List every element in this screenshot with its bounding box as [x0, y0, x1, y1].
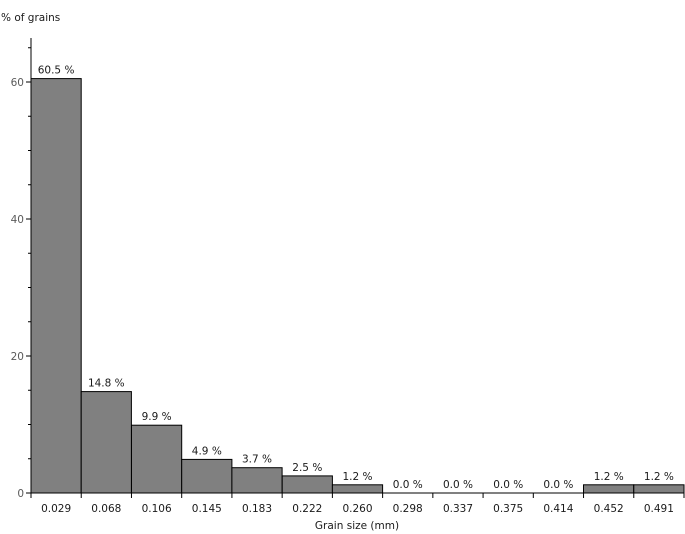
bar-0.260: [331, 484, 384, 494]
x-tick-label: 0.222: [292, 503, 322, 515]
y-axis-title: % of grains: [1, 12, 60, 24]
bar-0.068: [80, 391, 132, 494]
x-tick-label: 0.106: [142, 503, 172, 515]
x-tick-label: 0.298: [393, 503, 423, 515]
data-label: 4.9 %: [192, 445, 222, 457]
data-label: 60.5 %: [38, 65, 75, 77]
bars-group: 60.5 % 14.8 % 9.9 % 4.9 % 3.7 % 2.5 % 1.2 % 0.0…: [30, 65, 685, 494]
data-label: 9.9 %: [142, 411, 172, 423]
bar-0.029: [30, 78, 82, 494]
data-label: 2.5 %: [292, 462, 322, 474]
data-label: 1.2 %: [594, 471, 624, 483]
x-tick-label: 0.183: [242, 503, 272, 515]
bar-0.222: [281, 475, 333, 494]
data-label: 1.2 %: [644, 471, 674, 483]
x-tick-label: 0.337: [443, 503, 473, 515]
data-label: 0.0 %: [443, 479, 473, 491]
y-tick-label: 20: [11, 351, 24, 363]
y-axis: 0 20 40 60: [11, 38, 32, 500]
x-tick-label: 0.068: [91, 503, 121, 515]
bar-0.183: [231, 467, 283, 494]
x-tick-label: 0.145: [192, 503, 222, 515]
data-label: 0.0 %: [543, 479, 573, 491]
x-tick-label: 0.414: [543, 503, 573, 515]
bar-0.145: [181, 458, 233, 494]
x-tick-label: 0.029: [41, 503, 71, 515]
y-tick-label: 40: [11, 214, 24, 226]
x-axis: 0.029 0.068 0.106 0.145 0.183 0.222 0.260 0.298…: [30, 492, 685, 515]
x-axis-title: Grain size (mm): [315, 520, 399, 532]
data-label: 3.7 %: [242, 454, 272, 466]
y-tick-label: 0: [17, 488, 24, 500]
y-tick-label: 60: [11, 77, 24, 89]
bar-0.106: [131, 424, 183, 494]
x-tick-label: 0.375: [493, 503, 523, 515]
data-label: 0.0 %: [493, 479, 523, 491]
x-tick-label: 0.260: [342, 503, 372, 515]
x-tick-label: 0.452: [594, 503, 624, 515]
x-tick-label: 0.491: [644, 503, 674, 515]
bar-0.491: [633, 484, 685, 494]
data-label: 0.0 %: [393, 479, 423, 491]
data-label: 14.8 %: [88, 378, 125, 390]
data-label: 1.2 %: [342, 471, 372, 483]
bar-0.452: [583, 484, 635, 494]
